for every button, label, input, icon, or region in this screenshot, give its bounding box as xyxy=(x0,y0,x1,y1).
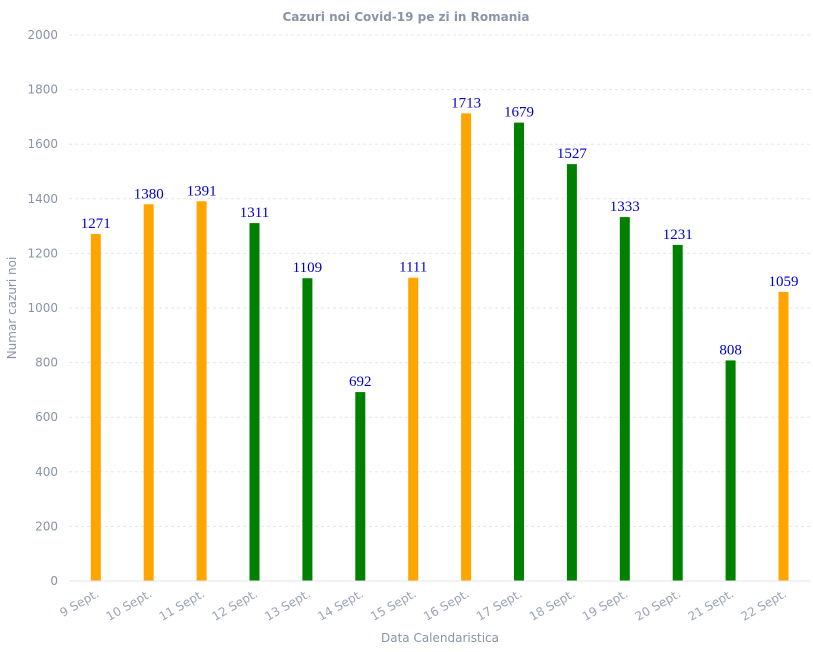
bar-value-label: 1311 xyxy=(240,205,269,221)
x-tick-label: 10 Sept. xyxy=(104,586,155,623)
y-tick-label: 600 xyxy=(35,410,58,424)
bar-value-label: 1391 xyxy=(187,183,217,199)
bar-value-label: 1271 xyxy=(81,216,111,232)
x-tick-label: 17 Sept. xyxy=(474,586,525,623)
x-tick-label: 22 Sept. xyxy=(738,586,789,623)
x-tick-label: 9 Sept. xyxy=(57,586,101,619)
y-tick-label: 800 xyxy=(35,356,58,370)
x-tick-label: 14 Sept. xyxy=(315,586,366,623)
x-tick-label: 11 Sept. xyxy=(157,586,208,623)
y-tick-label: 0 xyxy=(50,574,58,588)
y-tick-label: 1600 xyxy=(27,137,58,151)
x-tick-label: 13 Sept. xyxy=(262,586,313,623)
bars xyxy=(90,113,789,582)
bar-value-label: 808 xyxy=(719,342,742,358)
y-tick-label: 1200 xyxy=(27,246,58,260)
x-tick-label: 21 Sept. xyxy=(686,586,737,623)
x-tick-label: 18 Sept. xyxy=(527,586,578,623)
x-axis-ticks: 9 Sept. 10 Sept. 11 Sept. 12 Sept. 13 Sept. 1… xyxy=(57,586,789,623)
bar xyxy=(355,392,366,581)
bar xyxy=(725,360,736,581)
chart-title: Cazuri noi Covid-19 pe zi in Romania xyxy=(282,10,529,24)
bar-value-label: 1380 xyxy=(134,186,164,202)
bar xyxy=(514,122,524,582)
bar xyxy=(619,217,630,581)
bar-value-label: 1109 xyxy=(293,260,322,276)
bar xyxy=(302,278,313,581)
x-tick-label: 19 Sept. xyxy=(580,586,631,623)
x-tick-label: 16 Sept. xyxy=(421,586,472,623)
gridlines xyxy=(69,34,810,527)
bar-value-label: 1059 xyxy=(769,274,799,290)
bar-value-label: 1713 xyxy=(451,95,481,111)
y-tick-label: 1400 xyxy=(27,192,58,206)
bar xyxy=(196,201,207,581)
bar xyxy=(778,291,789,581)
x-tick-label: 20 Sept. xyxy=(633,586,684,623)
y-axis-title: Numar cazuri noi xyxy=(5,257,19,360)
y-axis-ticks: 0 200 400 600 800 1000 1200 1400 1600 1800 2000 xyxy=(27,28,58,588)
bar-value-label: 1231 xyxy=(663,227,693,243)
bar-value-label: 692 xyxy=(349,374,372,390)
data-labels: 1271 1380 1391 1311 1109 692 1111 1713 1679 1527 1… xyxy=(81,95,799,390)
bar xyxy=(249,223,260,582)
bar xyxy=(566,164,577,581)
y-tick-label: 2000 xyxy=(27,28,58,42)
y-tick-label: 400 xyxy=(35,465,58,479)
bar xyxy=(408,277,419,581)
bar xyxy=(90,234,101,581)
x-axis-title: Data Calendaristica xyxy=(381,631,499,645)
y-tick-label: 1000 xyxy=(27,301,58,315)
x-tick-label: 12 Sept. xyxy=(209,586,260,623)
y-tick-label: 1800 xyxy=(27,83,58,97)
bar-value-label: 1333 xyxy=(610,199,640,215)
x-tick-label: 15 Sept. xyxy=(368,586,419,623)
bar xyxy=(461,113,472,581)
bar-value-label: 1679 xyxy=(504,105,534,121)
bar-value-label: 1527 xyxy=(557,146,588,162)
bar-value-label: 1111 xyxy=(399,260,427,276)
bar xyxy=(143,204,154,581)
bar xyxy=(672,244,683,581)
y-tick-label: 200 xyxy=(35,519,58,533)
